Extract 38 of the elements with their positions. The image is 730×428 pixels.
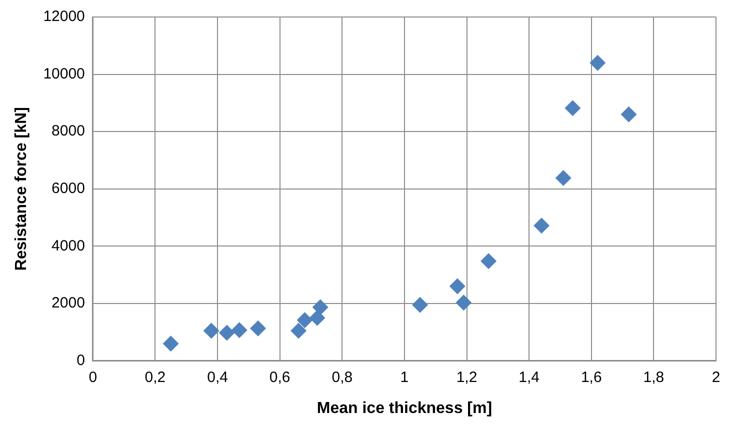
point <box>250 320 266 336</box>
y-tick-label: 8000 <box>52 122 85 140</box>
y-tick-label: 2000 <box>52 294 85 312</box>
x-tick-label: 2 <box>712 368 720 386</box>
point <box>290 322 307 339</box>
point <box>534 218 550 234</box>
point <box>590 54 606 71</box>
x-tick-label: 0,6 <box>269 368 290 386</box>
point <box>412 296 428 313</box>
point <box>449 278 466 294</box>
point <box>296 312 313 328</box>
y-tick-label: 6000 <box>52 180 85 198</box>
x-tick-label: 0,8 <box>332 368 353 386</box>
point <box>218 324 235 341</box>
point <box>231 322 248 338</box>
point <box>203 322 220 339</box>
point <box>312 299 328 316</box>
x-tick-label: 1,8 <box>643 368 664 386</box>
point <box>309 310 326 326</box>
x-axis-title: Mean ice thickness [m] <box>316 400 492 417</box>
x-tick-label: 0,4 <box>207 368 228 386</box>
point <box>480 253 497 270</box>
point <box>555 170 572 186</box>
point <box>620 106 637 122</box>
x-tick-label: 0,2 <box>144 368 166 386</box>
x-tick-label: 1,4 <box>518 368 540 386</box>
point <box>456 294 472 311</box>
x-tick-label: 0 <box>88 368 98 386</box>
x-tick-label: 1,6 <box>580 368 602 386</box>
x-tick-label: 1,2 <box>456 368 478 386</box>
y-tick-label: 0 <box>76 352 85 369</box>
x-tick-label: 1 <box>400 368 409 386</box>
y-tick-label: 12000 <box>43 8 85 26</box>
y-tick-label: 4000 <box>52 237 85 254</box>
y-axis-title: Resistance force [kN] <box>13 107 30 271</box>
y-tick-label: 10000 <box>43 65 85 82</box>
point <box>564 100 581 116</box>
point <box>162 336 179 352</box>
